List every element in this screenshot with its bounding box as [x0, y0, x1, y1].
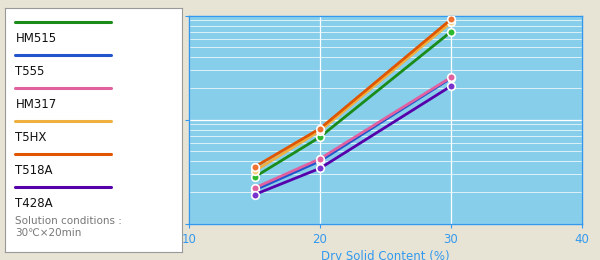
Text: T428A: T428A: [16, 197, 53, 210]
Text: T555: T555: [16, 65, 45, 78]
Text: T518A: T518A: [16, 164, 53, 177]
Text: T5HX: T5HX: [16, 131, 47, 144]
X-axis label: Dry Solid Content (%): Dry Solid Content (%): [321, 250, 450, 260]
Text: HM515: HM515: [16, 32, 56, 45]
Text: HM317: HM317: [16, 98, 56, 111]
Y-axis label: Viscosity (mPa·s): Viscosity (mPa·s): [130, 69, 142, 170]
Text: Solution conditions :
30℃×20min: Solution conditions : 30℃×20min: [16, 216, 122, 238]
